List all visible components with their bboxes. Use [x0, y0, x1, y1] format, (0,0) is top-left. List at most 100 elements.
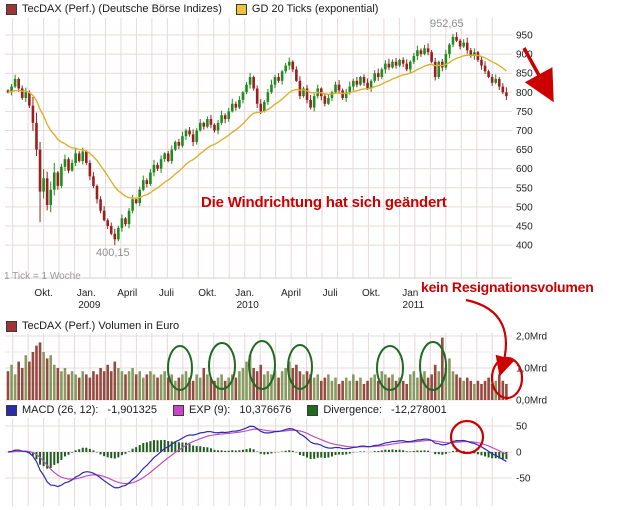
volume-bar	[38, 342, 42, 400]
volume-bar	[177, 377, 181, 400]
volume-bar	[497, 374, 501, 400]
volume-bar	[359, 377, 362, 400]
resignation-volume-annotation: kein Resignationsvolumen	[421, 279, 594, 295]
curved-arrow-annotation	[465, 298, 515, 377]
candle-body	[327, 98, 330, 104]
volume-bar	[444, 368, 448, 400]
x-axis-year-label: 2011	[403, 300, 425, 311]
volume-bar	[401, 380, 405, 400]
price-tick-label: 650	[516, 145, 533, 156]
candle-body	[430, 52, 433, 62]
divergence-legend-swatch	[307, 404, 319, 416]
peak-price-label: 952,65	[430, 18, 464, 30]
x-axis-month-label: Jan.	[77, 288, 96, 299]
candle-body	[398, 59, 401, 66]
candle-body	[35, 122, 38, 150]
candle-body	[362, 77, 366, 83]
candle-body	[384, 63, 387, 70]
x-axis-month-label: Jan	[402, 288, 418, 299]
candle-body	[52, 172, 56, 190]
volume-bar	[309, 374, 312, 400]
candle-body	[124, 218, 127, 225]
volume-bar	[166, 377, 170, 400]
volume-bar	[141, 377, 145, 400]
tecdax-legend-swatch	[6, 3, 17, 15]
candle-body	[77, 153, 81, 162]
volume-bar	[209, 377, 213, 400]
candles-layer	[6, 32, 508, 246]
volume-bar	[376, 380, 380, 400]
volume-bar	[505, 384, 508, 400]
volume-bar	[85, 374, 88, 400]
candle-body	[341, 90, 344, 99]
tick-frequency-note: 1 Tick = 1 Woche	[4, 271, 81, 282]
wind-direction-annotation: Die Windrichtung hat sich geändert	[201, 194, 447, 211]
volume-bar	[138, 371, 142, 400]
volume-bar	[213, 380, 216, 400]
volume-bar	[198, 377, 202, 400]
volume-bar	[419, 374, 423, 400]
candle-body	[298, 80, 302, 97]
volume-bar	[490, 384, 494, 400]
volume-tick-label: 2,0Mrd	[516, 332, 547, 343]
volume-bar	[270, 374, 273, 400]
candle-body	[263, 101, 266, 112]
candle-body	[102, 210, 106, 221]
volume-bar	[487, 377, 490, 400]
candle-body	[266, 92, 270, 102]
candle-body	[149, 172, 152, 184]
volume-bar	[17, 361, 20, 400]
volume-legend: TecDAX (Perf.) Volumen in Euro	[6, 320, 179, 332]
macd-legend-item: MACD (26, 12): -1,901325	[6, 404, 157, 416]
volume-bar	[63, 368, 67, 400]
candle-body	[394, 61, 398, 66]
macd-tick-label: -50	[516, 474, 531, 485]
candle-body	[291, 61, 295, 70]
volume-bar	[95, 374, 99, 400]
volume-bar	[145, 374, 149, 400]
candle-body	[188, 130, 191, 135]
candle-body	[501, 86, 505, 93]
candle-body	[437, 61, 441, 78]
volume-bar	[106, 364, 109, 400]
candle-body	[113, 233, 117, 240]
volume-bar	[52, 364, 56, 400]
candle-body	[469, 50, 473, 57]
x-axis-year-label: 2010	[237, 300, 260, 311]
candle-body	[49, 189, 53, 205]
candle-body	[448, 44, 451, 55]
green-ellipse-annotation	[208, 342, 236, 390]
divergence-legend-item: Divergence: -12,278001	[307, 404, 447, 416]
candle-body	[359, 77, 362, 85]
macd-line	[7, 425, 507, 489]
candle-body	[24, 92, 28, 99]
volume-bar	[223, 380, 227, 400]
candle-body	[177, 141, 181, 146]
candle-body	[99, 199, 102, 211]
green-ellipse-annotation	[419, 341, 447, 391]
macd-legend-value: -1,901325	[107, 404, 157, 416]
exp-signal-line	[7, 428, 507, 485]
candle-body	[152, 164, 156, 173]
volume-bar	[501, 380, 505, 400]
candle-body	[42, 178, 45, 192]
x-axis-month-label: Juli	[159, 288, 174, 299]
candle-body	[209, 119, 213, 125]
candle-body	[487, 71, 490, 78]
candle-body	[106, 220, 109, 226]
candle-body	[117, 227, 120, 240]
candle-body	[309, 99, 312, 108]
divergence-legend-label: Divergence:	[323, 404, 383, 416]
volume-bar	[24, 355, 28, 400]
volume-bar	[92, 371, 95, 400]
volume-bar	[398, 377, 401, 400]
candle-body	[408, 61, 412, 70]
volume-bar	[408, 374, 412, 400]
candle-body	[458, 40, 462, 47]
volume-bar	[373, 374, 376, 400]
volume-bar	[473, 384, 476, 400]
volume-bar	[60, 371, 63, 400]
volume-bar	[476, 380, 480, 400]
macd-tick-label: 0	[516, 448, 522, 459]
candle-body	[10, 86, 13, 93]
